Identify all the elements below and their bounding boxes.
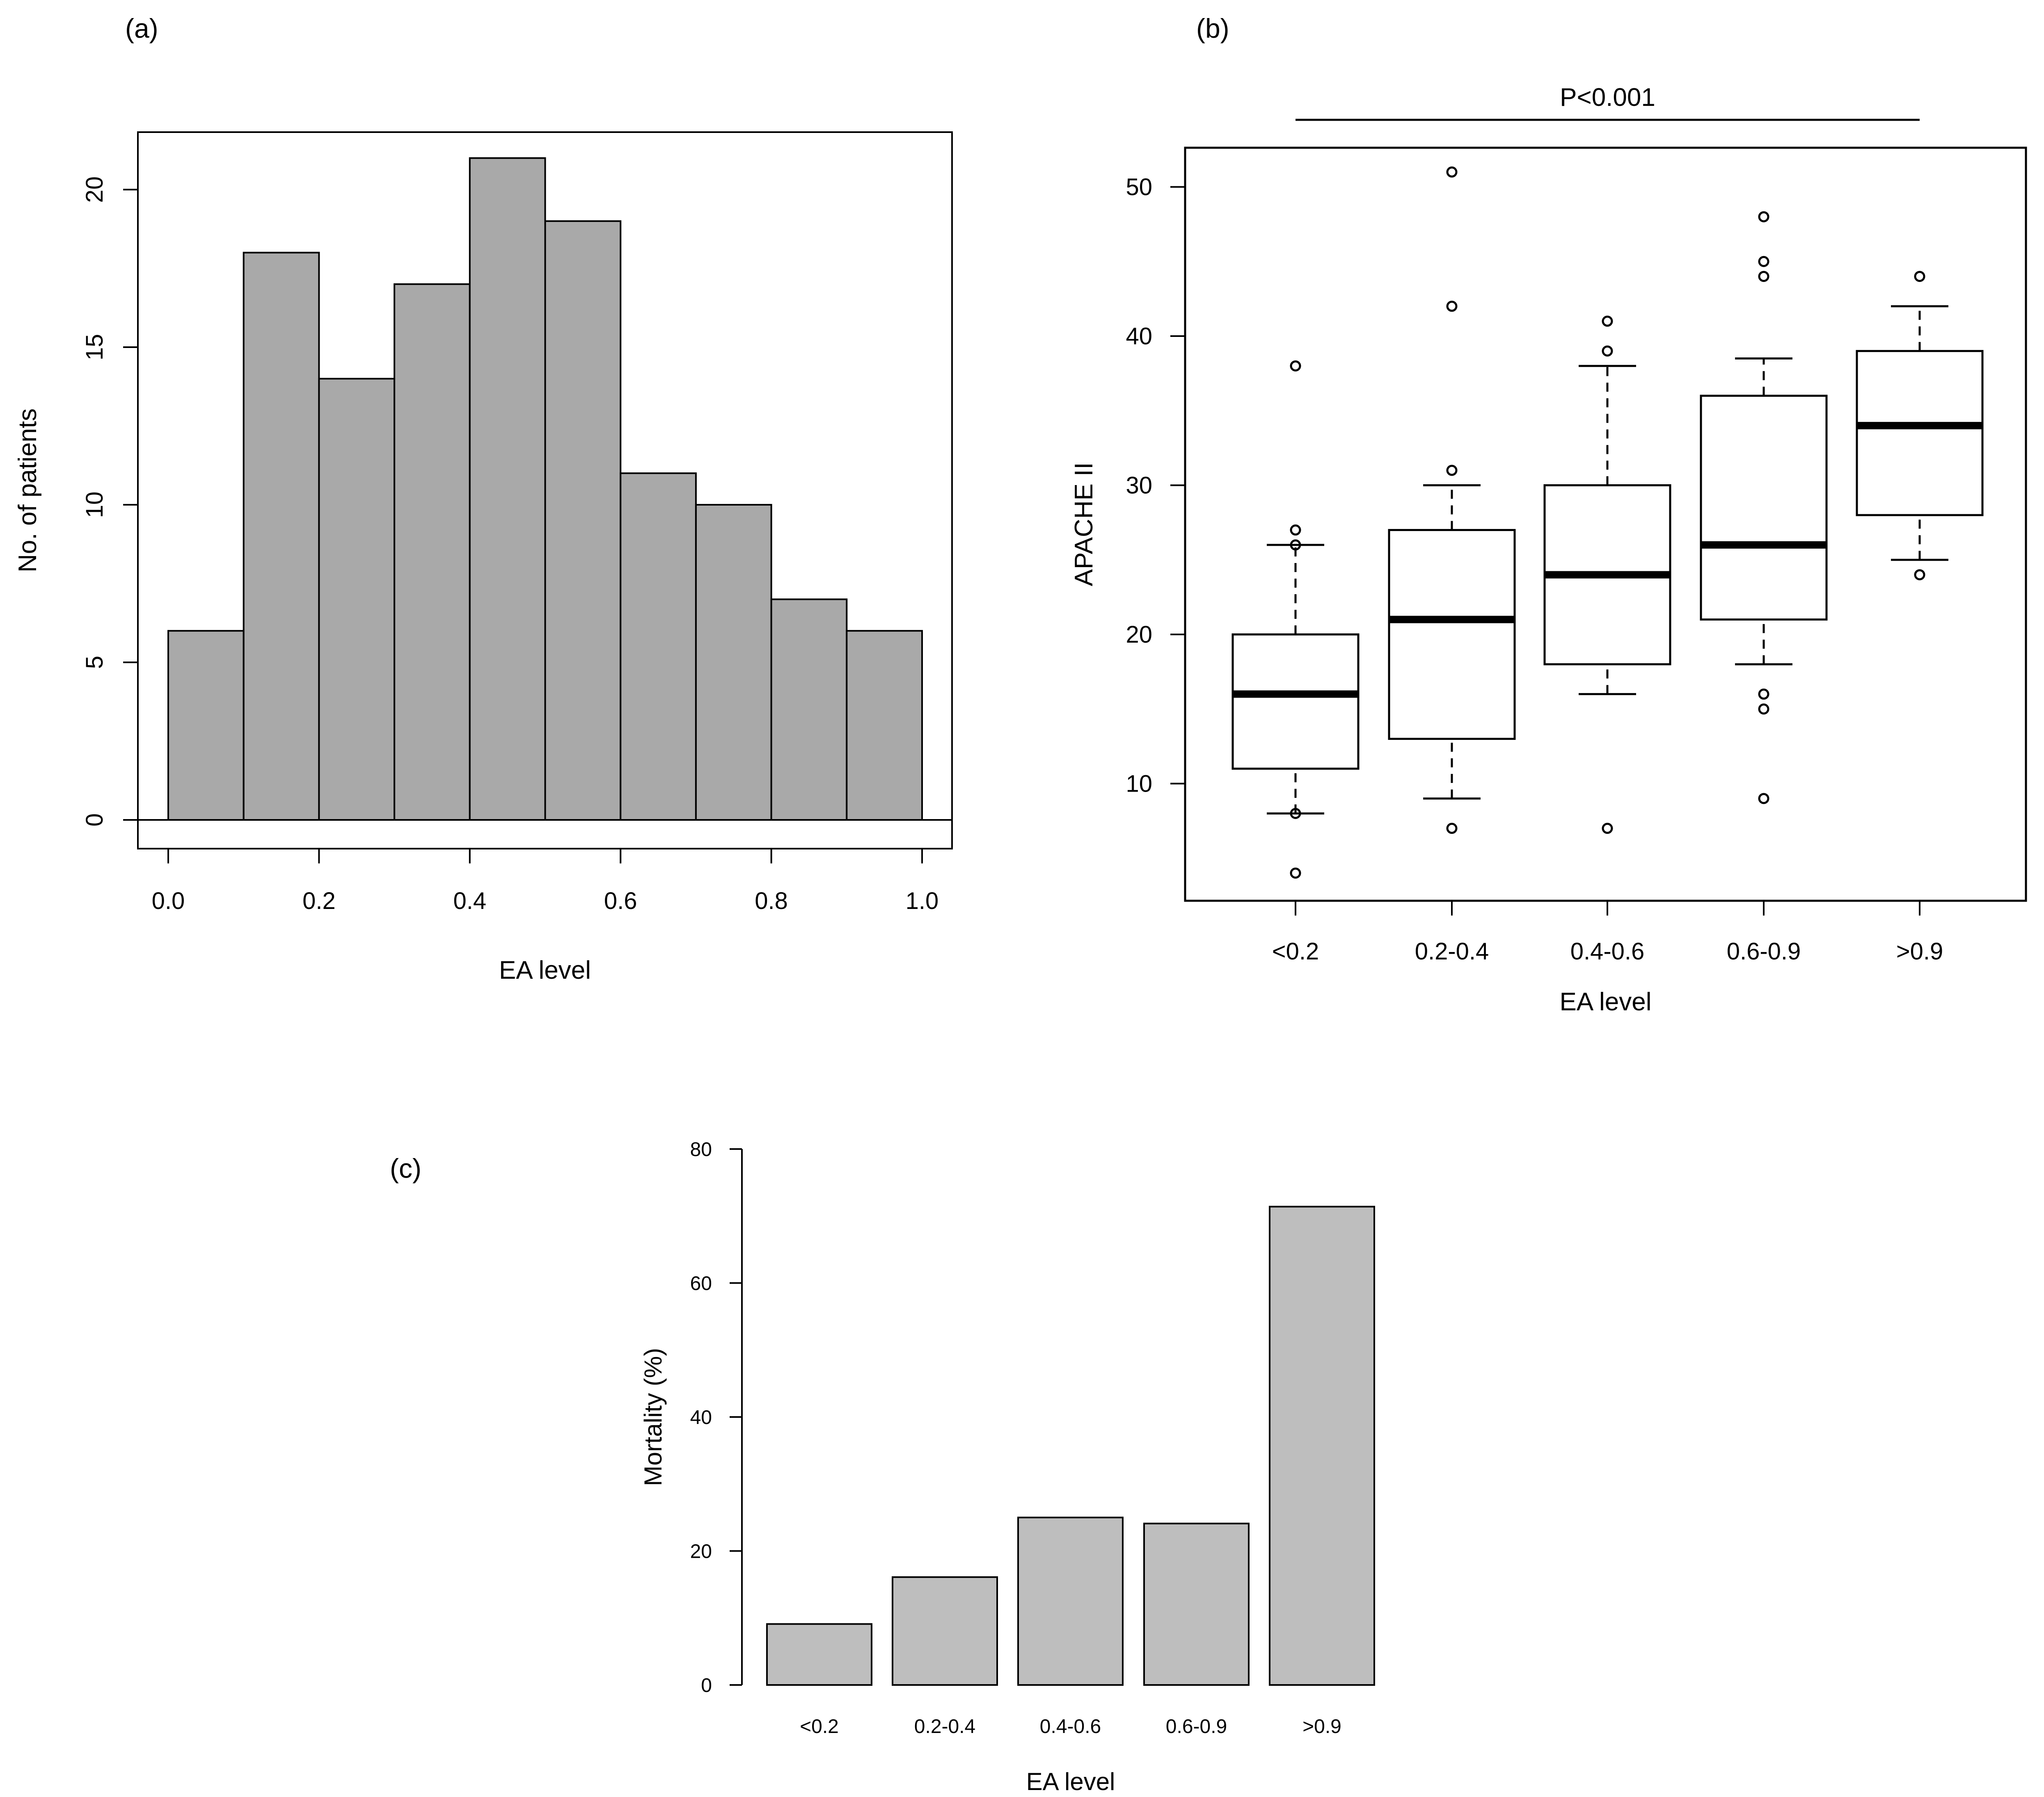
y-tick-label: 20 [1126, 621, 1152, 648]
outlier-point [1602, 823, 1613, 834]
outlier-point [1290, 524, 1301, 536]
y-tick-label: 50 [1126, 174, 1152, 201]
outlier-point [1914, 569, 1925, 581]
y-tick-label: 20 [81, 176, 108, 203]
x-tick-label: 0.6 [604, 888, 637, 914]
mortality-bar [766, 1623, 872, 1686]
x-tick-label: >0.9 [1302, 1716, 1341, 1737]
iqr-box [1231, 633, 1360, 770]
mortality-bar [1269, 1206, 1375, 1686]
y-axis-title: APACHE II [1070, 462, 1098, 586]
boxplot-panel: (b) P<0.001 <0.2 0.2-0.4 0.4-0.6 0.6-0.9 >0.… [1070, 13, 2027, 1016]
outlier-point [1290, 868, 1301, 879]
x-tick-label: 1.0 [906, 888, 939, 914]
y-tick-label: 0 [81, 813, 108, 826]
outlier-point [1446, 166, 1458, 178]
y-tick-label: 0 [701, 1675, 712, 1696]
y-tick-label: 80 [690, 1139, 712, 1161]
histogram-bar [243, 252, 320, 821]
mortality-bar [1143, 1522, 1250, 1686]
outlier-point [1290, 808, 1301, 819]
x-tick-label: 0.0 [152, 888, 185, 914]
x-tick-label: <0.2 [800, 1716, 839, 1737]
outlier-point [1602, 316, 1613, 327]
outlier-point [1758, 211, 1769, 222]
outlier-point [1758, 793, 1769, 804]
outlier-point [1758, 703, 1769, 715]
iqr-box [1856, 350, 1984, 516]
x-axis-title: EA level [1026, 1768, 1115, 1795]
histogram-bar [318, 378, 396, 821]
x-tick-label: >0.9 [1896, 938, 1943, 965]
x-tick-label: 0.4-0.6 [1040, 1716, 1101, 1737]
x-axis-title: EA level [499, 956, 591, 984]
significance-label: P<0.001 [1560, 83, 1655, 112]
histogram-bar [544, 220, 622, 821]
y-axis-title: No. of patients [14, 408, 42, 572]
y-tick-label: 40 [690, 1407, 712, 1428]
histogram-bar [469, 157, 546, 821]
iqr-box [1700, 394, 1828, 621]
histogram-panel: (a) 0.0 0.2 0.4 0.6 0.8 1.0 0 5 10 15 20 EA level… [14, 13, 953, 984]
outlier-point [1446, 823, 1458, 834]
mortality-bar [1017, 1516, 1124, 1686]
y-tick-label: 15 [81, 334, 108, 361]
x-axis-title: EA level [1559, 988, 1651, 1016]
y-tick-label: 20 [690, 1541, 712, 1563]
panel-label-a: (a) [125, 13, 158, 43]
outlier-point [1446, 465, 1458, 476]
histogram-bar [167, 630, 245, 821]
y-tick-label: 5 [81, 656, 108, 669]
mortality-bar-panel: (c) <0.2 0.2-0.4 0.4-0.6 0.6-0.9 >0.9 0 20 40 6… [390, 1139, 1375, 1795]
panel-label-b: (b) [1196, 13, 1229, 43]
outlier-point [1290, 360, 1301, 372]
histogram-bar [620, 472, 697, 821]
outlier-point [1758, 256, 1769, 267]
x-tick-label: 0.4-0.6 [1570, 938, 1645, 965]
x-tick-label: 0.2 [302, 888, 336, 914]
y-tick-label: 40 [1126, 323, 1152, 350]
y-tick-label: 60 [690, 1273, 712, 1295]
histogram-bar [846, 630, 923, 821]
iqr-box [1388, 529, 1516, 740]
x-tick-label: <0.2 [1272, 938, 1319, 965]
x-tick-label: 0.6-0.9 [1166, 1716, 1227, 1737]
y-axis-title: Mortality (%) [639, 1348, 667, 1486]
x-tick-label: 0.2-0.4 [1415, 938, 1489, 965]
outlier-point [1602, 345, 1613, 357]
histogram-bar [770, 598, 848, 821]
outlier-point [1758, 688, 1769, 700]
outlier-point [1290, 539, 1301, 551]
histogram-bar [394, 283, 471, 821]
outlier-point [1758, 271, 1769, 282]
x-tick-label: 0.8 [755, 888, 788, 914]
x-tick-label: 0.6-0.9 [1727, 938, 1801, 965]
x-tick-label: 0.4 [453, 888, 486, 914]
y-tick-label: 10 [81, 492, 108, 518]
outlier-point [1446, 300, 1458, 312]
outlier-point [1914, 271, 1925, 282]
histogram-bar [695, 504, 772, 821]
x-tick-label: 0.2-0.4 [914, 1716, 975, 1737]
mortality-bar [892, 1576, 998, 1686]
y-tick-label: 10 [1126, 771, 1152, 797]
y-tick-label: 30 [1126, 472, 1152, 499]
panel-label-c: (c) [390, 1153, 421, 1184]
